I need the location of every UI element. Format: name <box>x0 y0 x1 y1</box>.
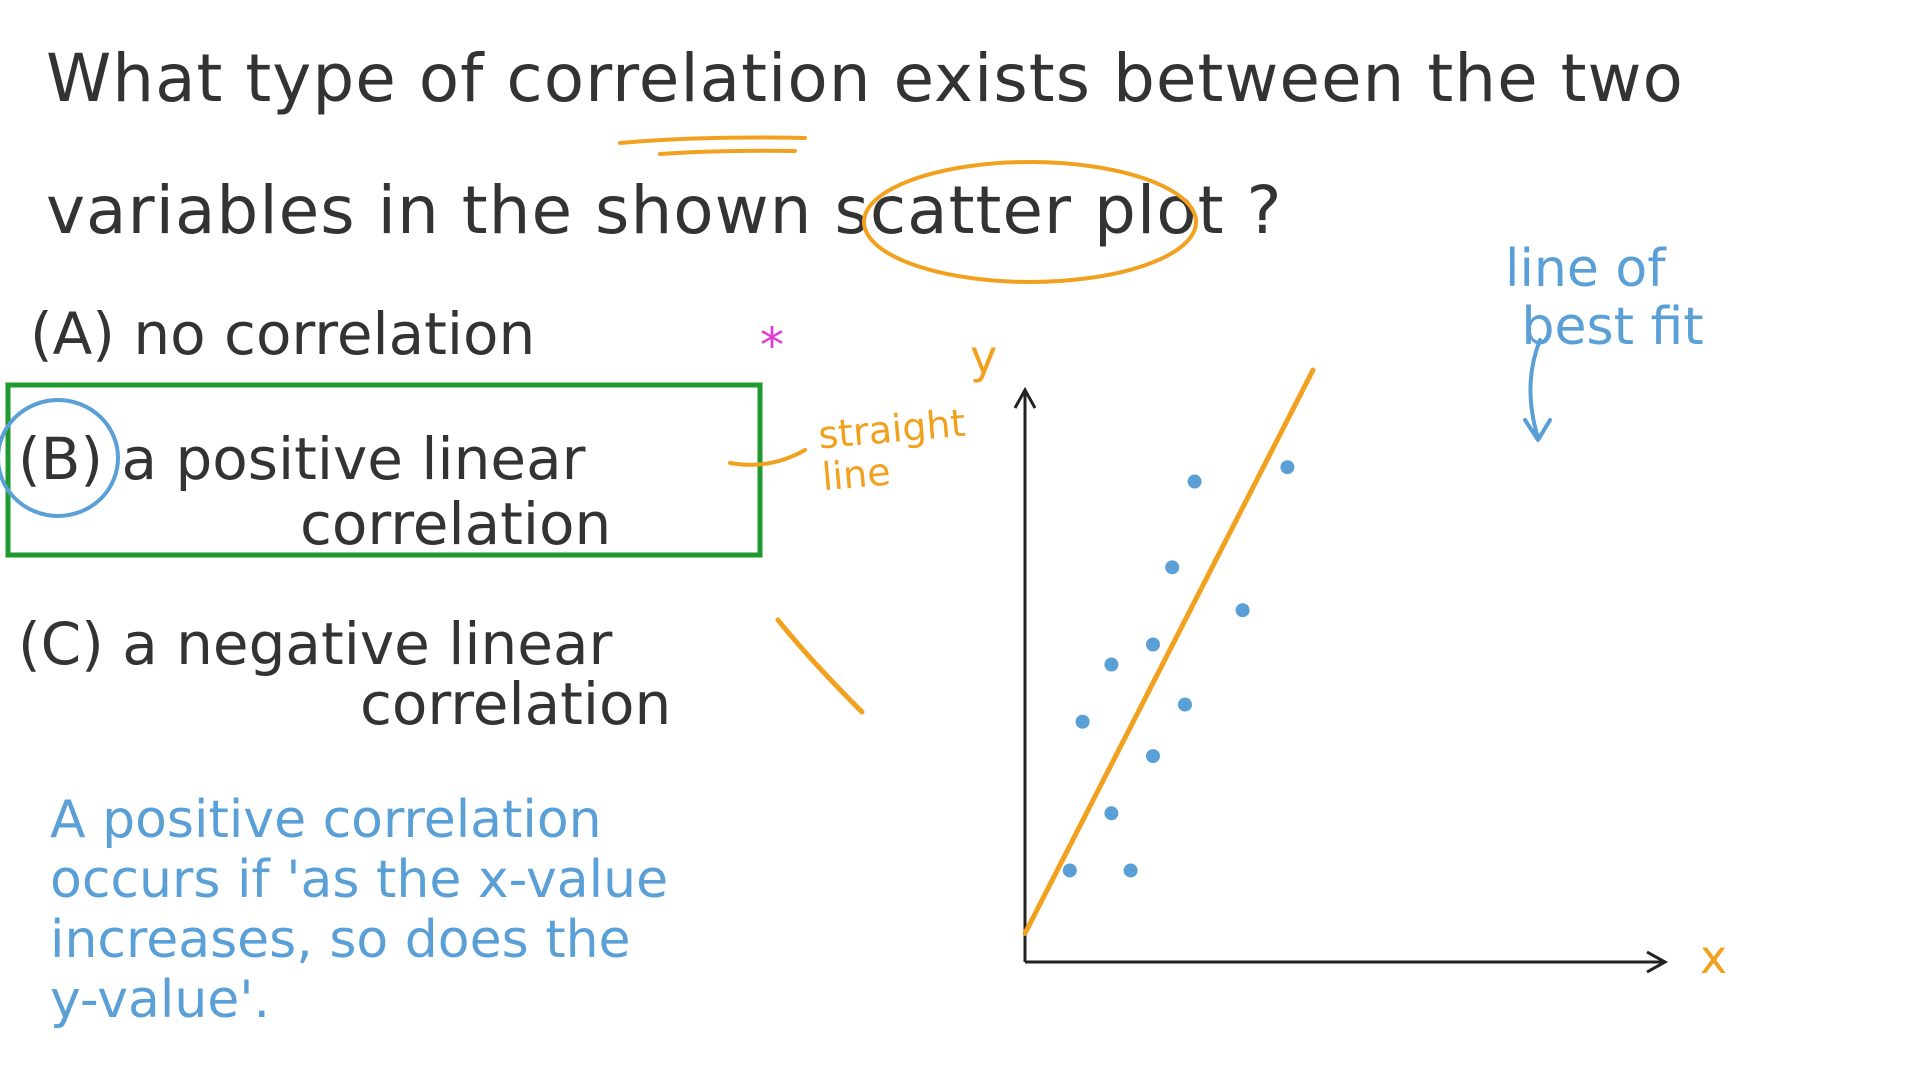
star-marker: * <box>760 318 784 374</box>
data-point-9 <box>1178 697 1192 712</box>
line-of-best-fit-arrow <box>1528 338 1542 440</box>
data-point-2 <box>1075 714 1090 729</box>
data-point-6 <box>1146 749 1160 764</box>
correlation-underline-2 <box>658 148 797 156</box>
line-of-best-fit-annotation: line of best fit <box>1505 239 1704 357</box>
explanation-text: A positive correlation occurs if 'as the… <box>50 790 669 1030</box>
straight-line-connector <box>728 448 807 467</box>
scatter-plot-circle <box>862 160 1198 284</box>
question-line-1: What type of correlation exists between … <box>46 40 1684 117</box>
data-point-1 <box>1062 863 1077 878</box>
data-point-12 <box>1280 460 1295 475</box>
line-of-best-fit-arrow-head <box>1523 418 1552 442</box>
question-line-2: variables in the shown scatter plot ? <box>46 172 1283 249</box>
correlation-underline <box>618 135 807 145</box>
x-axis-arrow <box>1646 950 1669 974</box>
option-b-line-2[interactable]: correlation <box>300 490 612 558</box>
data-point-3 <box>1104 806 1119 821</box>
x-axis-label: x <box>1700 930 1728 984</box>
data-point-10 <box>1187 474 1202 489</box>
points-layer <box>1062 460 1295 878</box>
y-axis-arrow <box>1013 386 1037 409</box>
data-point-5 <box>1123 863 1138 878</box>
data-point-4 <box>1104 657 1119 672</box>
line-of-best-fit <box>1022 367 1316 936</box>
option-b-circle <box>0 398 120 518</box>
negative-line-sketch <box>775 617 865 715</box>
option-c-line-1[interactable]: (C) a negative linear <box>18 610 613 678</box>
option-a[interactable]: (A) no correlation <box>30 300 536 368</box>
y-axis-label: y <box>970 330 998 384</box>
data-point-8 <box>1165 560 1180 575</box>
answer-box <box>5 382 763 558</box>
trend-layer <box>1022 367 1316 936</box>
option-c-line-2[interactable]: correlation <box>360 670 672 738</box>
data-point-7 <box>1146 637 1160 652</box>
data-point-11 <box>1235 603 1250 618</box>
